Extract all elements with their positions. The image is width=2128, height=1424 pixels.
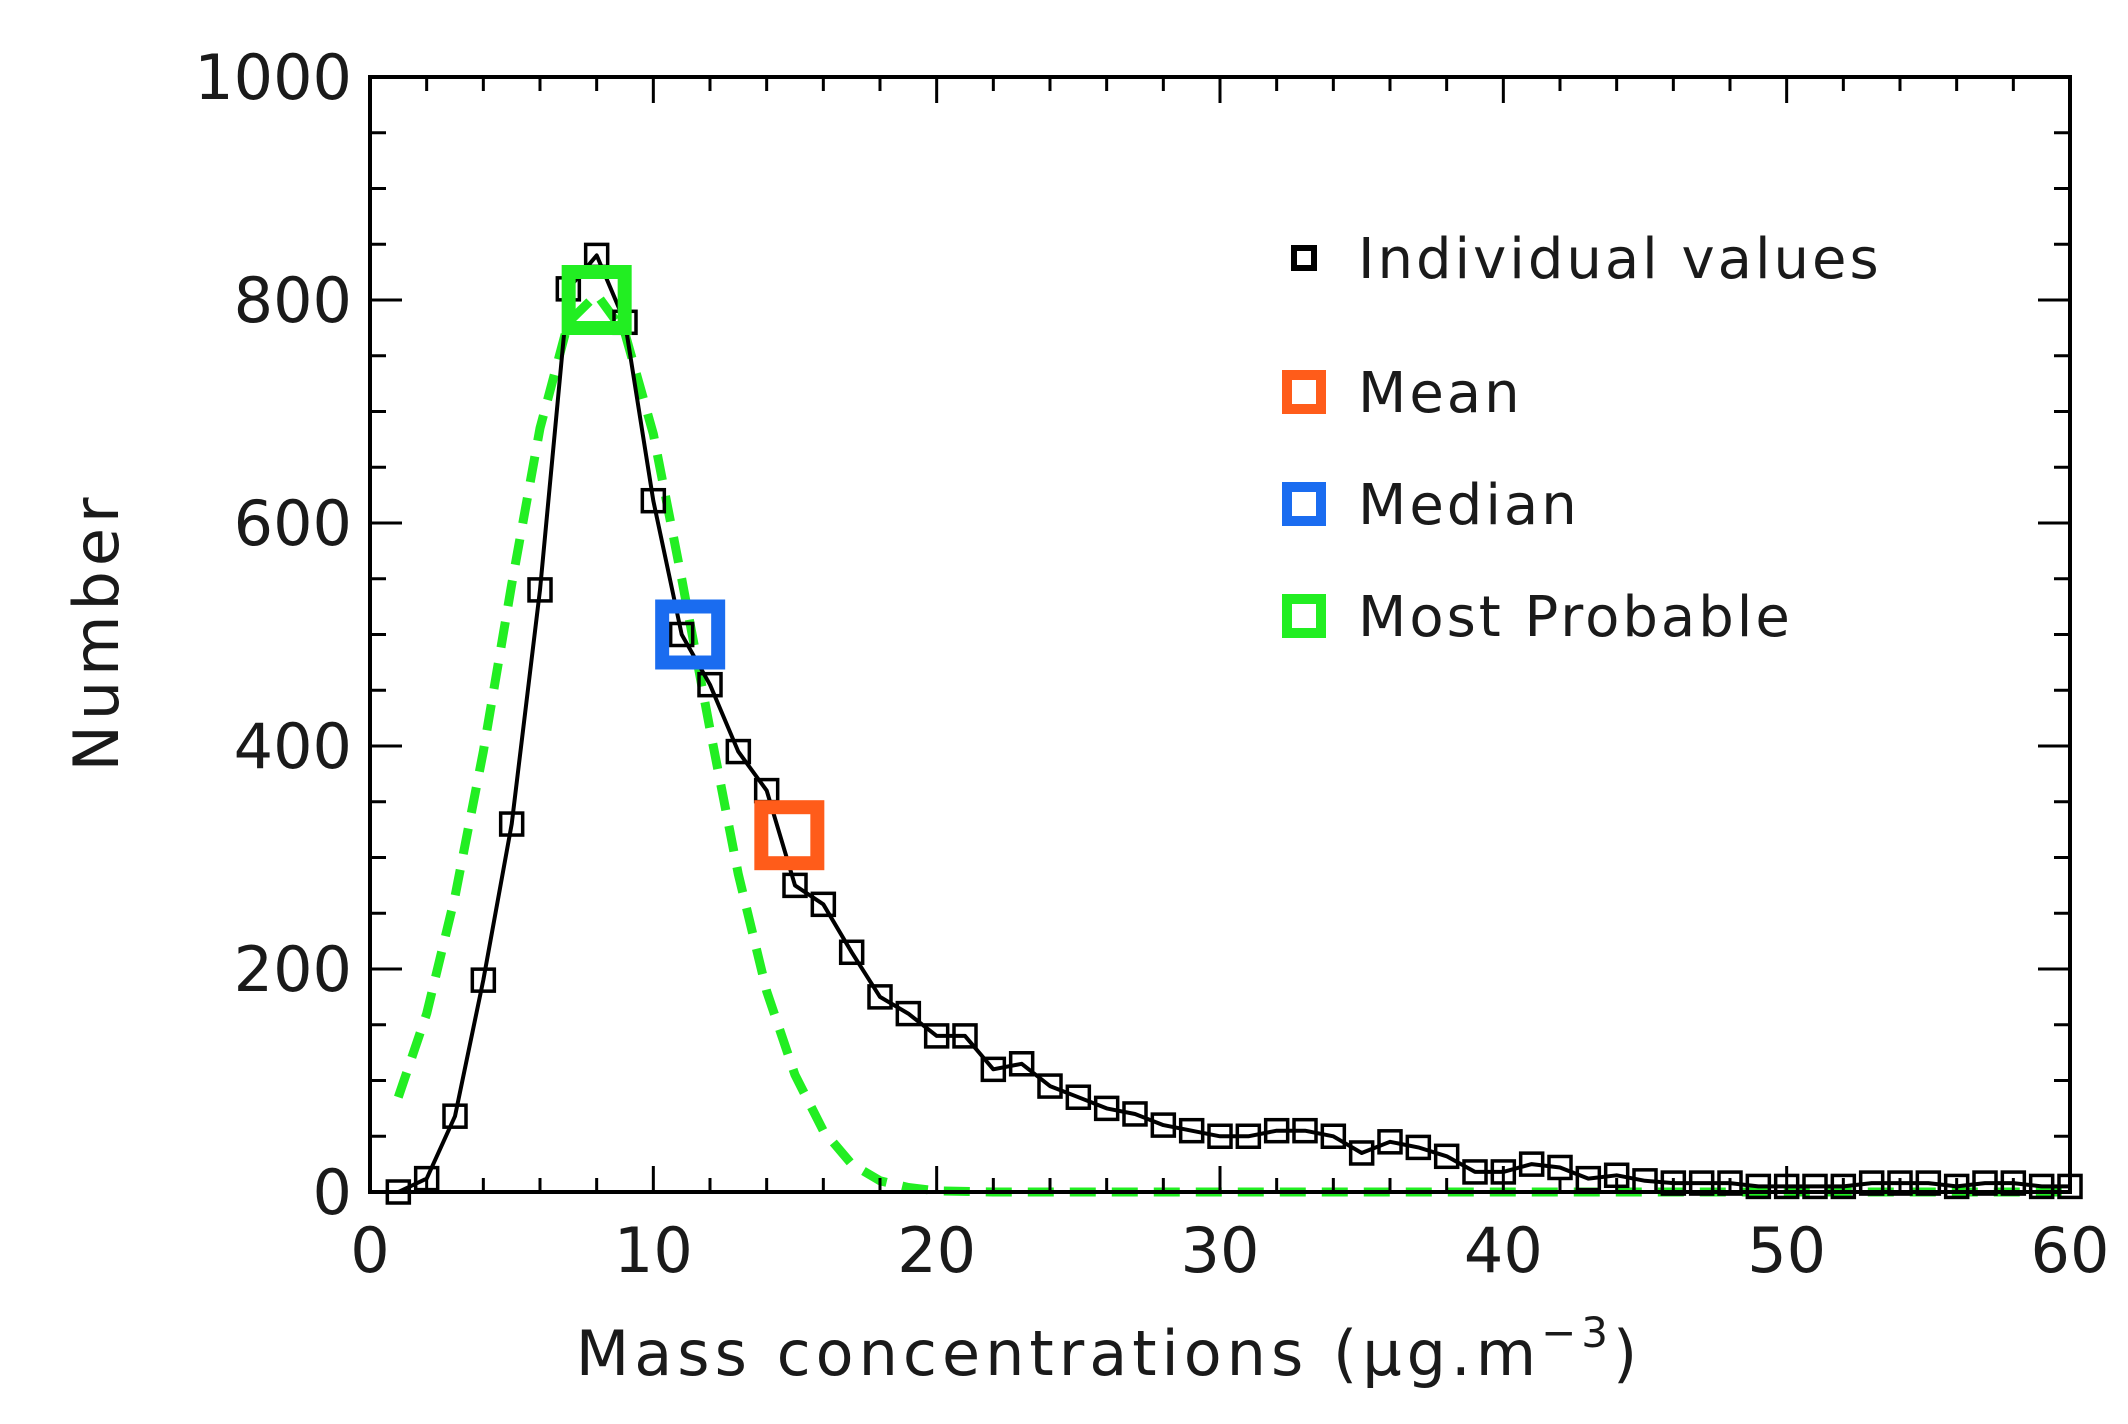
x-axis-title-close: ) bbox=[1613, 1317, 1642, 1390]
individual-value-point bbox=[1377, 1129, 1403, 1155]
individual-value-point bbox=[782, 872, 808, 899]
stat-marker-most-probable bbox=[561, 265, 632, 335]
individual-value-point bbox=[980, 1056, 1007, 1083]
individual-value-point bbox=[1008, 1051, 1035, 1077]
x-tick-label: 40 bbox=[1464, 1214, 1543, 1287]
x-tick-label: 10 bbox=[614, 1214, 693, 1287]
individual-value-point bbox=[2028, 1173, 2055, 1200]
x-axis-title-text: Mass concentrations ( bbox=[576, 1317, 1362, 1390]
individual-value-point bbox=[1405, 1134, 1432, 1161]
y-tick-label: 0 bbox=[313, 1156, 352, 1229]
individual-value-point bbox=[1830, 1173, 1857, 1200]
individual-value-point bbox=[1320, 1123, 1347, 1149]
legend: Individual values Mean Median Most Probable bbox=[1282, 227, 1882, 650]
individual-value-point bbox=[810, 891, 837, 918]
x-axis-unit-base: μg.m bbox=[1362, 1317, 1541, 1390]
individual-value-point bbox=[2000, 1170, 2027, 1196]
x-axis-title: Mass concentrations (μg.m−3) bbox=[576, 1308, 1642, 1390]
individual-value-point bbox=[668, 621, 695, 648]
x-tick-label: 50 bbox=[1747, 1214, 1826, 1287]
legend-swatch bbox=[1282, 370, 1326, 414]
individual-value-point bbox=[1745, 1173, 1772, 1200]
stat-marker-median bbox=[655, 599, 726, 670]
x-tick-label: 30 bbox=[1181, 1214, 1260, 1287]
individual-value-point bbox=[1122, 1101, 1148, 1127]
y-tick-label: 600 bbox=[234, 487, 352, 560]
x-tick-label: 60 bbox=[2031, 1214, 2110, 1287]
individual-value-point bbox=[895, 1000, 922, 1027]
y-tick-label: 800 bbox=[234, 264, 352, 337]
individual-value-point bbox=[1802, 1173, 1828, 1200]
individual-value-point bbox=[838, 939, 865, 966]
individual-value-point bbox=[1348, 1140, 1375, 1166]
individual-value-point bbox=[1518, 1151, 1545, 1177]
individual-value-point bbox=[470, 967, 497, 993]
legend-label: Mean bbox=[1358, 361, 1523, 426]
individual-value-point bbox=[1887, 1170, 1913, 1196]
individual-value-point bbox=[1037, 1073, 1063, 1099]
most-probable-fit-line bbox=[394, 289, 2070, 1197]
individual-value-point bbox=[1433, 1143, 1460, 1170]
individual-value-point bbox=[725, 738, 752, 765]
individual-value-point bbox=[867, 984, 893, 1010]
y-tick-label: 400 bbox=[234, 710, 352, 783]
individual-value-point bbox=[697, 671, 723, 698]
individual-value-point bbox=[1943, 1173, 1970, 1200]
individual-value-point bbox=[1235, 1123, 1262, 1149]
x-tick-label: 20 bbox=[897, 1214, 976, 1287]
individual-value-point bbox=[1462, 1159, 1488, 1185]
individual-value-point bbox=[1915, 1170, 1942, 1196]
most-probable-fit-layer bbox=[394, 289, 2070, 1197]
individual-value-point bbox=[1065, 1084, 1092, 1110]
individual-value-point bbox=[1150, 1112, 1177, 1138]
y-tick-label: 200 bbox=[234, 933, 352, 1006]
x-axis-unit-exponent: −3 bbox=[1541, 1308, 1613, 1357]
individual-value-point bbox=[1093, 1095, 1120, 1122]
x-tick-label: 0 bbox=[350, 1214, 389, 1287]
legend-label: Median bbox=[1358, 473, 1580, 538]
statistics-markers-layer bbox=[561, 265, 825, 871]
legend-swatch bbox=[1291, 245, 1317, 271]
individual-value-point bbox=[1660, 1170, 1687, 1196]
individual-value-point bbox=[1178, 1117, 1205, 1144]
individual-value-point bbox=[952, 1023, 978, 1049]
individual-value-point bbox=[1972, 1170, 1998, 1196]
individual-value-point bbox=[640, 487, 667, 514]
individual-value-point bbox=[498, 811, 525, 837]
individual-value-point bbox=[527, 577, 553, 603]
y-tick-label: 1000 bbox=[194, 41, 352, 114]
individual-value-point bbox=[1858, 1170, 1885, 1196]
individual-value-point bbox=[1688, 1170, 1715, 1196]
individual-value-point bbox=[1263, 1117, 1290, 1144]
individual-value-point bbox=[1717, 1170, 1743, 1196]
tick-marks bbox=[368, 75, 2072, 1194]
individual-value-point bbox=[442, 1103, 468, 1129]
individual-value-point bbox=[1207, 1123, 1233, 1149]
stat-marker-mean bbox=[754, 800, 825, 871]
legend-swatch bbox=[1282, 594, 1326, 638]
individual-value-point bbox=[1292, 1117, 1318, 1144]
individual-value-point bbox=[923, 1023, 950, 1049]
legend-label: Individual values bbox=[1358, 227, 1882, 292]
legend-swatch bbox=[1282, 482, 1326, 526]
individual-value-point bbox=[1575, 1165, 1602, 1192]
y-axis-title: Number bbox=[60, 492, 133, 771]
individual-values-line bbox=[397, 253, 2070, 1194]
legend-label: Most Probable bbox=[1358, 585, 1793, 650]
